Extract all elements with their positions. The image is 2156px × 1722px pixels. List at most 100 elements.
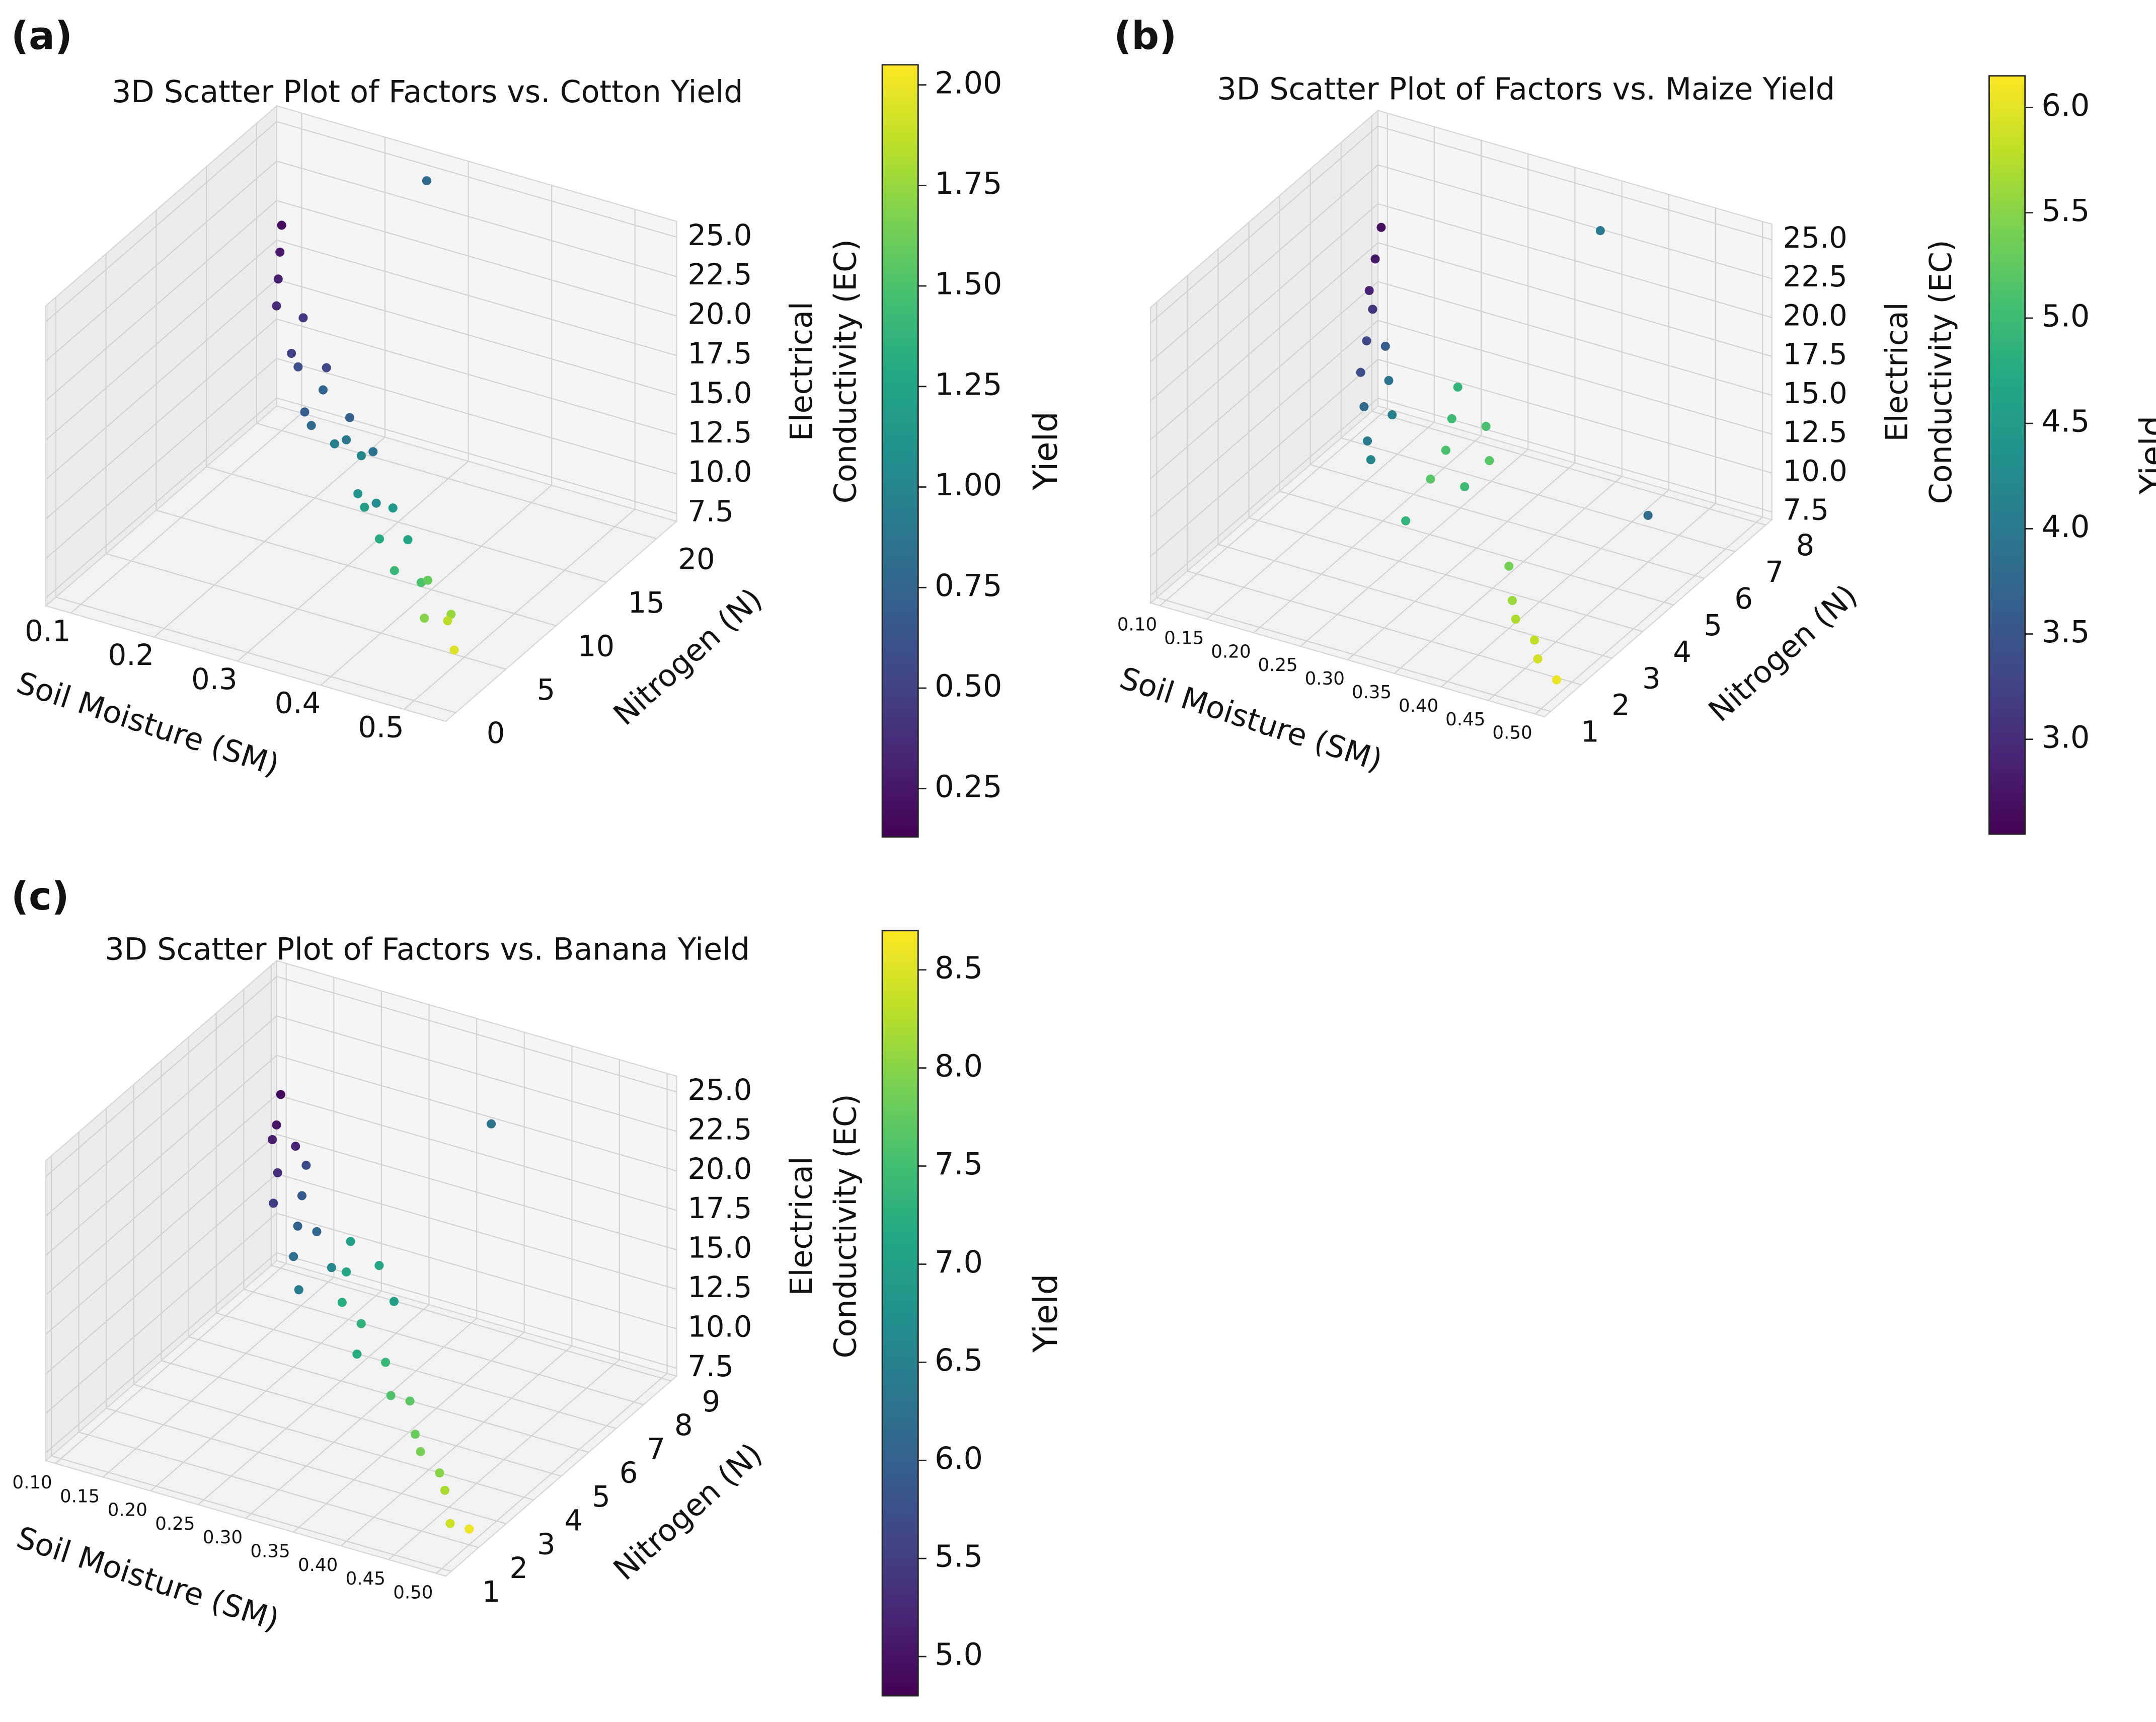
colorbar-tick-label: 1.00	[935, 468, 1002, 503]
grid-line	[206, 466, 607, 583]
z-tick-label: 7.5	[687, 1350, 733, 1383]
colorbar-tick-label: 3.0	[2042, 720, 2090, 755]
grid-line	[276, 397, 677, 514]
z-tick-label: 25.0	[1783, 221, 1847, 255]
data-point	[420, 614, 429, 623]
y-tick-label: 1	[1581, 715, 1599, 748]
colorbar-label: Yield	[1026, 411, 1065, 490]
data-point	[1643, 510, 1653, 520]
grid-line	[45, 1055, 277, 1256]
data-point	[300, 407, 310, 417]
grid-line	[276, 200, 677, 317]
data-point	[356, 451, 366, 461]
grid-line	[1441, 489, 1669, 688]
data-point	[276, 1090, 285, 1099]
data-point	[443, 616, 452, 626]
data-point	[422, 176, 431, 186]
panel-label: (b)	[1114, 14, 1177, 59]
grid-line	[1371, 411, 1766, 526]
data-point	[386, 1391, 396, 1400]
colorbar-tick-label: 1.25	[935, 367, 1002, 402]
y-tick-label: 8	[1796, 529, 1815, 562]
z-tick-label: 12.5	[687, 1270, 752, 1304]
z-tick-label: 15.0	[687, 376, 752, 410]
z-tick-label: 15.0	[687, 1231, 752, 1265]
data-point	[405, 1396, 415, 1406]
y-tick-label: 6	[620, 1456, 638, 1490]
grid-line	[1160, 408, 1388, 607]
data-point	[1441, 445, 1450, 455]
data-point	[410, 1430, 420, 1439]
data-point	[1370, 254, 1380, 264]
data-point	[1362, 336, 1371, 346]
data-point	[337, 1298, 347, 1307]
colorbar-tick-label: 5.0	[935, 1637, 983, 1673]
data-point	[269, 1199, 278, 1208]
colorbar	[1988, 75, 2026, 835]
data-point	[1384, 376, 1394, 386]
subplot: 0.10 0.15 0.20 0.25 0.30 0.35 0.40 0.45 0.50 1234…	[11, 874, 1065, 1697]
grid-line	[276, 1173, 677, 1290]
data-point	[423, 575, 432, 585]
data-point	[312, 1227, 322, 1236]
y-tick-label: 6	[1734, 582, 1753, 616]
data-point	[301, 1160, 311, 1170]
x-tick-label: 0.3	[191, 662, 237, 696]
x-tick-label: 0.45	[1445, 709, 1485, 730]
colorbar-tick-label: 5.5	[2042, 193, 2090, 229]
grid-line	[1150, 281, 1378, 479]
data-point	[389, 1297, 399, 1306]
z-tick-label: 7.5	[1783, 493, 1829, 527]
grid-line	[1377, 358, 1773, 474]
grid-line	[1341, 437, 1735, 553]
x-axis-label: Soil Moisture (SM)	[12, 665, 283, 783]
grid-line	[1300, 448, 1528, 647]
grid-line	[1150, 359, 1378, 557]
data-point	[342, 1267, 351, 1277]
grid-line	[106, 1407, 507, 1525]
grid-line	[1488, 503, 1716, 701]
data-point	[289, 1252, 298, 1261]
grid-line	[276, 1055, 677, 1172]
z-tick-label: 17.5	[687, 1191, 752, 1225]
grid-line	[45, 318, 277, 519]
grid-line	[237, 461, 469, 662]
grid-line	[79, 1431, 479, 1548]
z-tick-label: 12.5	[687, 416, 752, 450]
data-point	[342, 435, 351, 444]
data-point	[1366, 455, 1375, 465]
data-point	[1426, 474, 1435, 484]
z-tick-label: 15.0	[1783, 377, 1847, 410]
x-tick-label: 0.15	[1164, 628, 1204, 648]
colorbar	[881, 930, 919, 1697]
grid-line	[276, 1015, 677, 1132]
z-tick-label: 10.0	[687, 455, 752, 489]
data-point	[356, 1319, 366, 1328]
grid-line	[276, 976, 677, 1093]
grid-line	[1279, 490, 1674, 606]
data-point	[318, 385, 328, 395]
grid-line	[156, 509, 557, 627]
z-tick-label: 22.5	[687, 1112, 752, 1146]
grid-line	[1534, 516, 1763, 715]
y-tick-label: 3	[1642, 662, 1661, 696]
y-tick-label: 2	[1611, 689, 1630, 722]
z-axis-label: Conductivity (EC)	[828, 239, 864, 503]
grid-line	[276, 121, 677, 238]
colorbar-tick-label: 2.00	[935, 65, 1002, 101]
grid-line	[45, 200, 277, 401]
y-tick-label: 5	[536, 673, 555, 707]
grid-line	[1377, 398, 1773, 513]
data-point	[272, 1120, 281, 1130]
grid-line	[45, 161, 277, 362]
grid-line	[45, 121, 277, 322]
grid-line	[276, 279, 677, 396]
grid-line	[1347, 462, 1576, 660]
grid-line	[1150, 203, 1378, 402]
data-point	[1359, 402, 1369, 411]
grid-line	[1150, 164, 1378, 362]
data-point	[327, 1263, 336, 1272]
grid-line	[45, 279, 277, 480]
data-point	[277, 220, 286, 230]
